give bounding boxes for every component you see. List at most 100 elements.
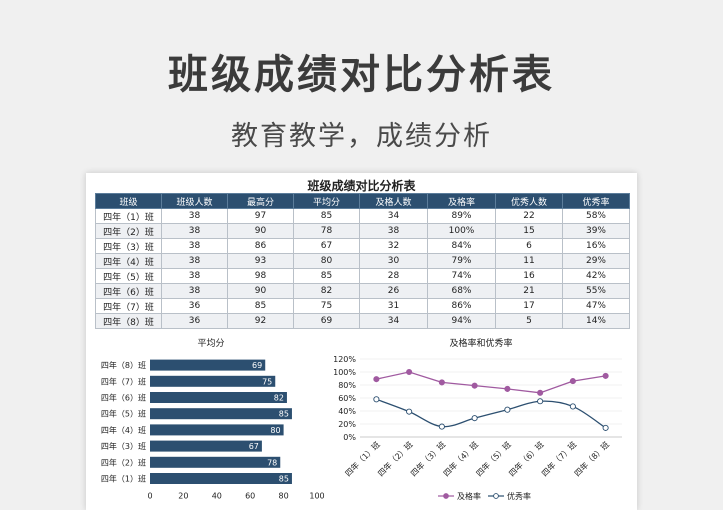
bar [150, 375, 276, 387]
table-cell: 14% [562, 313, 630, 329]
x-tick-label: 60 [245, 492, 255, 501]
bar-value-label: 80 [270, 426, 280, 435]
table-cell: 28 [359, 268, 428, 284]
table-cell: 39% [562, 223, 630, 239]
table-cell: 82 [293, 283, 360, 299]
avg-score-chart: 平均分 四年（8）班 69 四年（7）班 75 四年（6）班 82 四年（5）班 85 四年（4）… [92, 334, 330, 508]
table-cell: 四年（5）班 [95, 268, 162, 284]
y-tick-label: 80% [338, 381, 356, 390]
pass-excellent-chart: 及格率和优秀率 0% 20% 40% 60% 80% 100% 120% 四年（1）班 四年（2）… [330, 334, 632, 508]
table-row: 四年（3）班 38 86 67 32 84% 6 16% [95, 238, 630, 254]
table-cell: 32 [359, 238, 428, 254]
table-cell: 67 [293, 238, 360, 254]
spreadsheet-preview: 班级成绩对比分析表 班级 班级人数 最高分 平均分 及格人数 及格率 优秀人数 优秀率 四年（… [86, 173, 637, 510]
page-title: 班级成绩对比分析表 [168, 52, 555, 98]
y-tick-label: 100% [333, 368, 356, 377]
table-cell: 四年（1）班 [95, 208, 162, 224]
grades-table: 班级 班级人数 最高分 平均分 及格人数 及格率 优秀人数 优秀率 四年（1）班 38 97 85 3… [95, 193, 630, 329]
table-cell: 5 [495, 313, 563, 329]
x-tick-label: 100 [309, 492, 324, 501]
pass-rate-point [471, 382, 478, 389]
table-cell: 11 [495, 253, 563, 269]
table-body: 四年（1）班 38 97 85 34 89% 22 58% 四年（2）班 38 90 78 38 100%… [95, 208, 630, 329]
table-cell: 84% [427, 238, 496, 254]
table-cell: 22 [495, 208, 563, 224]
pass-rate-point [537, 389, 544, 396]
category-label: 四年（8）班 [572, 439, 611, 478]
y-tick-label: 20% [338, 420, 356, 429]
table-cell: 90 [227, 223, 294, 239]
table-cell: 38 [161, 253, 228, 269]
bar [150, 473, 292, 484]
table-cell: 6 [495, 238, 563, 254]
excellent-rate-point [602, 424, 609, 431]
table-row: 四年（2）班 38 90 78 38 100% 15 39% [95, 223, 630, 239]
table-cell: 58% [562, 208, 630, 224]
table-cell: 38 [161, 238, 228, 254]
table-cell: 69 [293, 313, 360, 329]
x-tick-label: 40 [212, 492, 222, 501]
table-cell: 38 [161, 223, 228, 239]
table-cell: 90 [227, 283, 294, 299]
bar-value-label: 69 [252, 361, 262, 370]
table-row: 四年（8）班 36 92 69 34 94% 5 14% [95, 313, 630, 329]
bar-value-label: 78 [267, 458, 277, 467]
table-cell: 38 [161, 283, 228, 299]
table-cell: 四年（8）班 [95, 313, 162, 329]
table-cell: 42% [562, 268, 630, 284]
table-cell: 四年（4）班 [95, 253, 162, 269]
table-cell: 68% [427, 283, 496, 299]
category-label: 四年（5）班 [101, 409, 146, 419]
table-cell: 31 [359, 298, 428, 314]
pass-rate-point [373, 376, 380, 383]
table-cell: 四年（7）班 [95, 298, 162, 314]
legend-label: 及格率 [457, 491, 481, 501]
bar [150, 456, 281, 468]
x-tick-label: 20 [178, 492, 188, 501]
excellent-rate-point [373, 396, 380, 403]
table-row: 四年（7）班 36 85 75 31 86% 17 47% [95, 298, 630, 314]
pass-rate-point [406, 368, 413, 376]
pass-rate-line [376, 371, 606, 394]
table-row: 四年（4）班 38 93 80 30 79% 11 29% [95, 253, 630, 269]
table-cell: 38 [359, 223, 428, 239]
legend-marker [443, 493, 449, 499]
sheet-title: 班级成绩对比分析表 [307, 179, 416, 193]
table-cell: 30 [359, 253, 428, 269]
category-label: 四年（4）班 [101, 425, 146, 435]
table-cell: 74% [427, 268, 496, 284]
table-cell: 75 [293, 298, 360, 314]
pass-rate-point [438, 379, 445, 386]
table-cell: 47% [562, 298, 630, 314]
table-cell: 86% [427, 298, 496, 314]
table-cell: 89% [427, 208, 496, 224]
category-label: 四年（3）班 [101, 441, 146, 451]
table-cell: 80 [293, 253, 360, 269]
column-header: 优秀率 [562, 193, 630, 209]
table-cell: 92 [227, 313, 294, 329]
table-cell: 15 [495, 223, 563, 239]
table-cell: 26 [359, 283, 428, 299]
bar-value-label: 67 [249, 442, 259, 451]
category-label: 四年（7）班 [101, 376, 146, 386]
table-row: 四年（6）班 38 90 82 26 68% 21 55% [95, 283, 630, 299]
x-tick-label: 80 [279, 492, 289, 501]
bar-value-label: 85 [279, 410, 289, 419]
bar [150, 440, 262, 452]
excellent-rate-point [438, 423, 445, 430]
column-header: 班级人数 [161, 193, 228, 209]
column-header: 平均分 [293, 193, 360, 209]
table-cell: 78 [293, 223, 360, 239]
bar [150, 392, 287, 403]
table-cell: 四年（6）班 [95, 283, 162, 299]
table-cell: 29% [562, 253, 630, 269]
table-header-row: 班级 班级人数 最高分 平均分 及格人数 及格率 优秀人数 优秀率 [95, 193, 630, 209]
table-cell: 55% [562, 283, 630, 299]
legend-label: 优秀率 [507, 491, 531, 501]
table-cell: 38 [161, 208, 228, 224]
table-cell: 85 [227, 298, 294, 314]
table-cell: 85 [293, 208, 360, 224]
chart-title: 及格率和优秀率 [449, 337, 512, 349]
bar-value-label: 82 [274, 394, 284, 403]
table-cell: 34 [359, 208, 428, 224]
